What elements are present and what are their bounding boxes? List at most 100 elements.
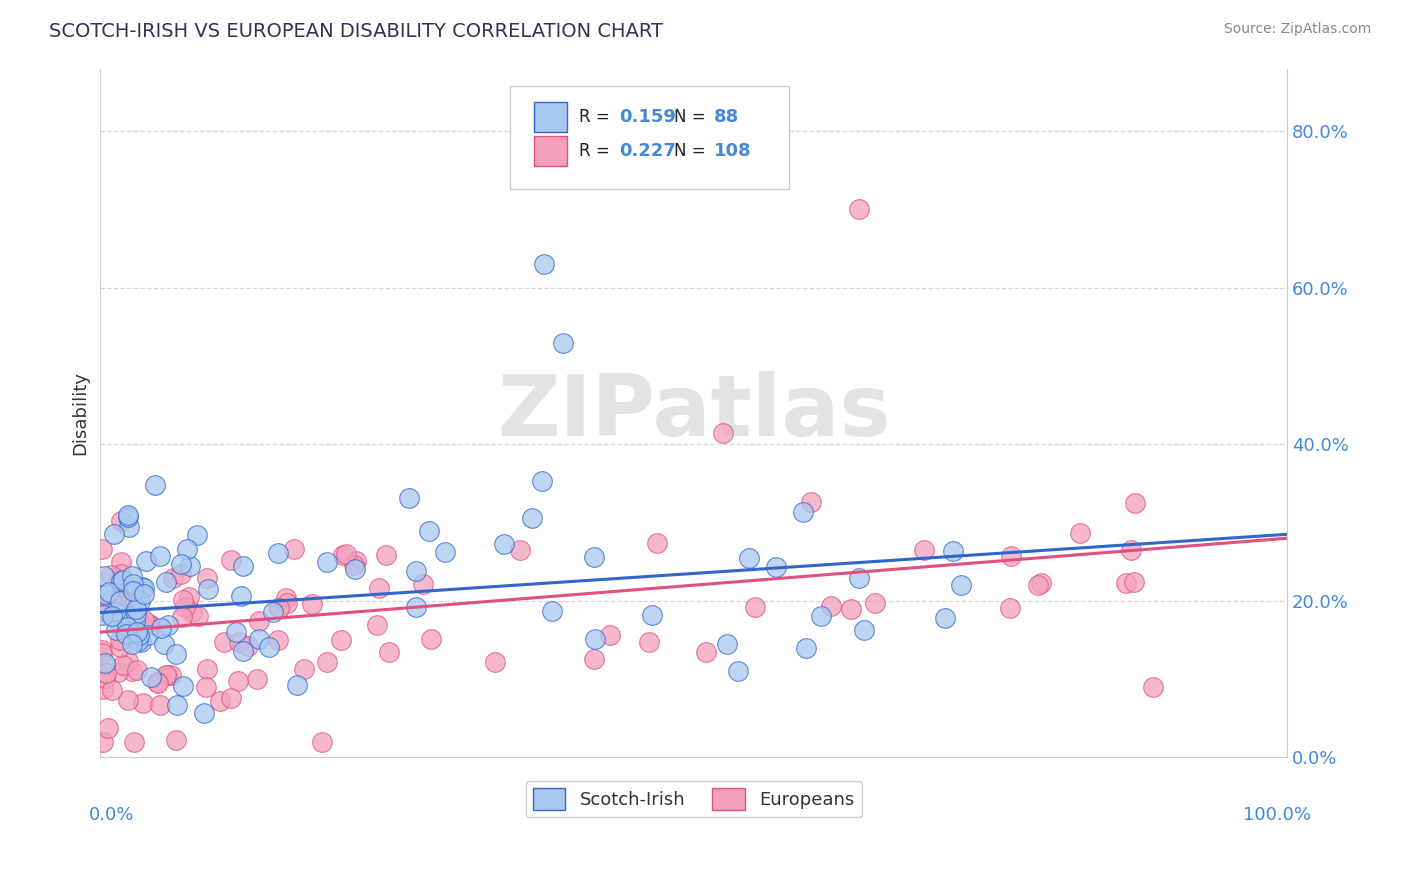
Point [1000, 549, 1022, 563]
Point [94, 656, 117, 670]
Point [582, 652, 605, 666]
Point [110, 555, 132, 569]
Point [108, 594, 131, 608]
Point [193, 706, 215, 720]
Point [212, 635, 235, 649]
Point [165, 733, 187, 747]
Point [153, 637, 176, 651]
Point [94, 587, 117, 601]
Point [232, 643, 254, 657]
Point [208, 694, 231, 708]
Point [94, 666, 117, 681]
Point [484, 655, 506, 669]
Point [93, 568, 115, 582]
Point [509, 542, 531, 557]
Point [553, 335, 575, 350]
Point [283, 542, 305, 557]
Point [100, 568, 122, 582]
Point [155, 574, 177, 589]
Point [950, 578, 973, 592]
FancyBboxPatch shape [510, 86, 789, 189]
Point [346, 554, 368, 568]
Point [375, 548, 398, 562]
Point [115, 627, 138, 641]
Point [139, 670, 162, 684]
Point [267, 546, 290, 560]
Text: R =: R = [579, 142, 614, 161]
Point [533, 257, 555, 271]
Point [368, 581, 391, 595]
Point [172, 593, 194, 607]
Point [100, 593, 122, 607]
Point [122, 735, 145, 749]
Text: ZIPatlas: ZIPatlas [496, 371, 890, 454]
Point [800, 495, 823, 509]
Point [420, 632, 443, 647]
Point [131, 580, 153, 594]
Point [170, 610, 193, 624]
Point [276, 596, 298, 610]
Text: 0.227: 0.227 [619, 142, 676, 161]
Point [294, 662, 316, 676]
Point [134, 581, 156, 595]
Point [1026, 578, 1049, 592]
Point [101, 682, 124, 697]
Point [267, 601, 290, 615]
Point [398, 491, 420, 506]
Point [434, 544, 457, 558]
Point [820, 599, 842, 614]
Point [229, 589, 252, 603]
Point [125, 607, 148, 622]
Point [247, 632, 270, 646]
Point [165, 647, 187, 661]
Point [405, 564, 427, 578]
Point [315, 555, 337, 569]
Point [998, 600, 1021, 615]
Point [583, 632, 606, 646]
Point [226, 674, 249, 689]
Point [520, 511, 543, 525]
Point [187, 609, 209, 624]
FancyBboxPatch shape [533, 136, 567, 166]
Point [117, 508, 139, 522]
Point [197, 662, 219, 676]
Point [1142, 680, 1164, 694]
Point [172, 679, 194, 693]
Point [301, 597, 323, 611]
Point [117, 509, 139, 524]
Point [1115, 575, 1137, 590]
Point [197, 582, 219, 596]
FancyBboxPatch shape [533, 102, 567, 132]
Point [494, 537, 516, 551]
Point [127, 663, 149, 677]
Point [177, 590, 200, 604]
Point [107, 665, 129, 679]
Point [236, 640, 259, 654]
Text: R =: R = [579, 108, 614, 126]
Point [128, 628, 150, 642]
Point [127, 634, 149, 648]
Point [156, 617, 179, 632]
Point [125, 624, 148, 639]
Point [744, 599, 766, 614]
Point [934, 611, 956, 625]
Point [104, 624, 127, 638]
Point [335, 547, 357, 561]
Point [378, 644, 401, 658]
Point [124, 614, 146, 628]
Point [110, 573, 132, 587]
Point [863, 596, 886, 610]
Point [122, 576, 145, 591]
Point [111, 573, 134, 587]
Point [329, 633, 352, 648]
Text: N =: N = [673, 108, 710, 126]
Point [91, 681, 114, 696]
Point [132, 696, 155, 710]
Text: Source: ZipAtlas.com: Source: ZipAtlas.com [1223, 22, 1371, 37]
Point [765, 560, 787, 574]
Point [117, 619, 139, 633]
Point [149, 622, 172, 636]
Point [134, 587, 156, 601]
Point [155, 668, 177, 682]
Point [117, 654, 139, 668]
